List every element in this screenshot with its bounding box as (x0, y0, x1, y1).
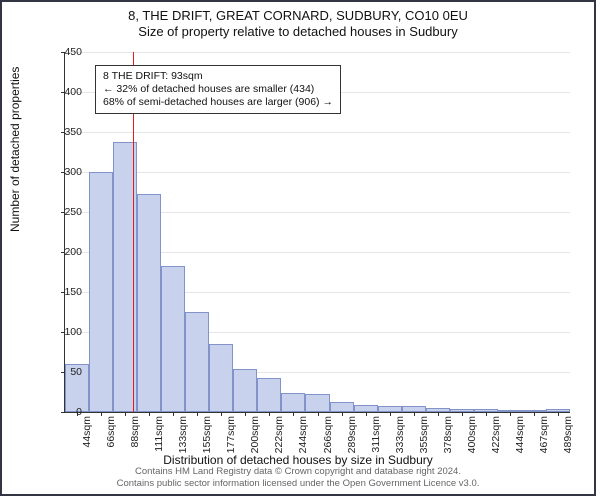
x-tick-mark (173, 412, 174, 416)
footer-line-1: Contains HM Land Registry data © Crown c… (2, 466, 594, 478)
x-tick-mark (197, 412, 198, 416)
y-tick-label: 50 (52, 366, 82, 378)
chart-title-sub: Size of property relative to detached ho… (2, 24, 594, 40)
y-tick-label: 300 (52, 166, 82, 178)
y-tick-label: 450 (52, 46, 82, 58)
histogram-bar (209, 344, 233, 412)
x-tick-mark (318, 412, 319, 416)
footer-line-2: Contains public sector information licen… (2, 478, 594, 490)
x-tick-mark (414, 412, 415, 416)
x-axis-label: Distribution of detached houses by size … (2, 453, 594, 467)
gridline (65, 132, 570, 133)
x-tick-mark (558, 412, 559, 416)
x-tick-mark (534, 412, 535, 416)
x-tick-mark (510, 412, 511, 416)
histogram-bar (305, 394, 329, 412)
title-block: 8, THE DRIFT, GREAT CORNARD, SUDBURY, CO… (2, 2, 594, 41)
histogram-bar (161, 266, 185, 412)
x-tick-mark (486, 412, 487, 416)
x-tick-mark (245, 412, 246, 416)
y-tick-label: 150 (52, 286, 82, 298)
y-tick-label: 400 (52, 86, 82, 98)
x-tick-mark (149, 412, 150, 416)
y-tick-label: 0 (52, 406, 82, 418)
x-tick-mark (125, 412, 126, 416)
chart-title-main: 8, THE DRIFT, GREAT CORNARD, SUDBURY, CO… (2, 8, 594, 24)
histogram-bar (354, 405, 378, 412)
histogram-bar (233, 369, 257, 412)
annotation-line: 68% of semi-detached houses are larger (… (103, 96, 333, 109)
chart-container: 8, THE DRIFT, GREAT CORNARD, SUDBURY, CO… (0, 0, 596, 496)
chart-area: 44sqm66sqm88sqm111sqm133sqm155sqm177sqm2… (64, 52, 569, 412)
x-tick-mark (390, 412, 391, 416)
y-tick-label: 200 (52, 246, 82, 258)
histogram-bar (185, 312, 209, 412)
x-tick-mark (438, 412, 439, 416)
histogram-bar (137, 194, 161, 412)
annotation-box: 8 THE DRIFT: 93sqm← 32% of detached hous… (95, 65, 341, 114)
x-tick-mark (221, 412, 222, 416)
x-tick-mark (366, 412, 367, 416)
y-axis-label: Number of detached properties (8, 67, 22, 232)
histogram-bar (281, 393, 305, 412)
chart-footer: Contains HM Land Registry data © Crown c… (2, 466, 594, 490)
x-tick-mark (101, 412, 102, 416)
histogram-bar (89, 172, 113, 412)
histogram-bar (330, 402, 354, 412)
annotation-line: 8 THE DRIFT: 93sqm (103, 70, 333, 83)
x-tick-mark (293, 412, 294, 416)
plot-region: 44sqm66sqm88sqm111sqm133sqm155sqm177sqm2… (64, 52, 570, 413)
x-tick-mark (342, 412, 343, 416)
y-tick-label: 250 (52, 206, 82, 218)
histogram-bar (257, 378, 281, 412)
y-tick-label: 100 (52, 326, 82, 338)
annotation-line: ← 32% of detached houses are smaller (43… (103, 83, 333, 96)
x-tick-mark (269, 412, 270, 416)
gridline (65, 172, 570, 173)
x-tick-mark (462, 412, 463, 416)
y-tick-label: 350 (52, 126, 82, 138)
gridline (65, 52, 570, 53)
